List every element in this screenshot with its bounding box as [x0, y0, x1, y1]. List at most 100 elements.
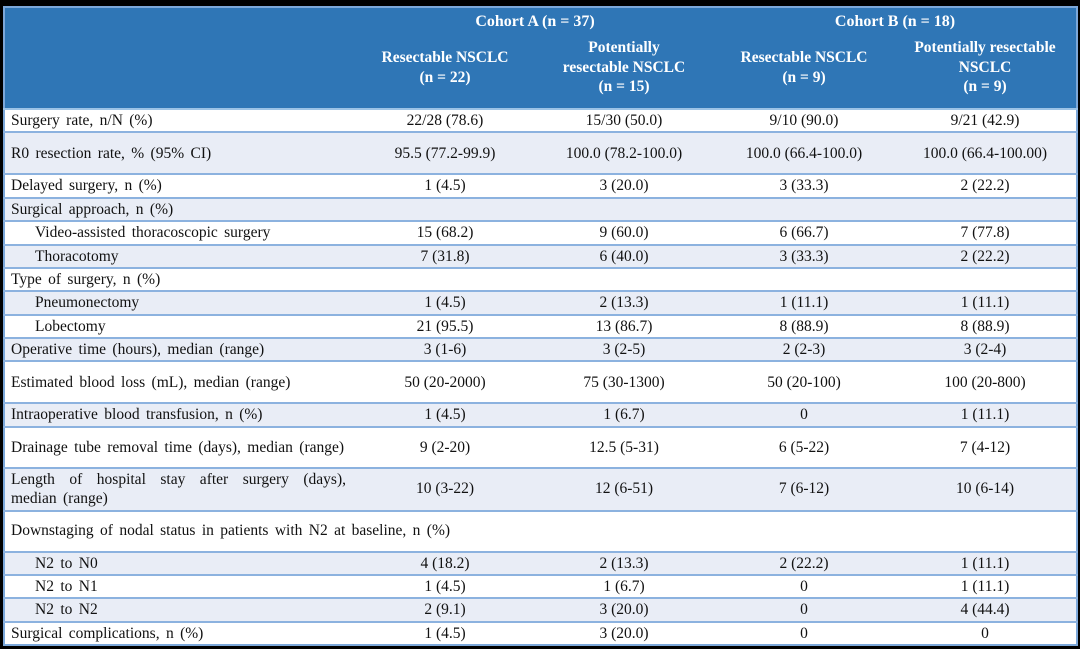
value-cell: 50 (20-100): [767, 373, 841, 391]
table-row: R0 resection rate, % (95% CI) 95.5 (77.2-…: [4, 132, 1078, 175]
value-cell: 3 (33.3): [779, 247, 829, 265]
table-row: N2 to N1 1 (4.5) 1 (6.7) 0 1 (11.1): [4, 575, 1078, 599]
value-cell: 2 (22.2): [960, 247, 1010, 265]
value-cell: 7 (6-12): [778, 480, 830, 498]
value-cell: 4 (44.4): [960, 601, 1010, 619]
value-cell: 2 (2-3): [782, 341, 826, 358]
row-label: Video-assisted thoracoscopic surgery: [35, 224, 271, 242]
cohort-b-header: Cohort B (n = 18): [714, 7, 1078, 33]
value-cell: 1 (6.7): [603, 406, 645, 424]
value-cell: 3 (20.0): [599, 624, 649, 642]
col-header-resectable-a: Resectable NSCLC (n = 22): [356, 33, 534, 110]
value-cell: 1 (4.5): [424, 577, 466, 595]
row-label: Intraoperative blood transfusion, n (%): [11, 406, 263, 424]
value-cell: 6 (5-22): [778, 438, 830, 456]
value-cell: 9 (60.0): [599, 224, 649, 242]
value-cell: 1 (11.1): [960, 554, 1010, 572]
cohort-a-header: Cohort A (n = 37): [356, 7, 714, 33]
table-row: Operative time (hours), median (range) 3 …: [4, 338, 1078, 362]
col-header-potentially-resectable-a: Potentially resectable NSCLC (n = 15): [534, 33, 714, 110]
value-cell: 6 (66.7): [779, 224, 829, 242]
value-cell: 2 (22.2): [779, 554, 829, 572]
row-label: Lobectomy: [35, 317, 106, 335]
table-row: Intraoperative blood transfusion, n (%) 1…: [4, 403, 1078, 427]
col-header-resectable-b: Resectable NSCLC (n = 9): [714, 33, 894, 110]
corner-cell: [4, 33, 356, 110]
col-header-potentially-resectable-b: Potentially resectable NSCLC (n = 9): [894, 33, 1078, 110]
value-cell: 50 (20-2000): [404, 373, 486, 391]
table-row: Length of hospital stay after surgery (d…: [4, 467, 1078, 511]
value-cell: 1 (11.1): [960, 577, 1010, 595]
value-cell: 7 (4-12): [959, 438, 1011, 456]
value-cell: 2 (13.3): [599, 294, 649, 312]
value-cell: 0: [800, 406, 808, 424]
value-cell: 1 (4.5): [424, 406, 466, 424]
table-row: N2 to N2 2 (9.1) 3 (20.0) 0 4 (44.4): [4, 598, 1078, 622]
row-label: Surgical complications, n (%): [11, 624, 204, 642]
row-label: Length of hospital stay after surgery (d…: [11, 470, 346, 508]
value-cell: 2 (9.1): [424, 601, 466, 619]
value-cell: 100 (20-800): [944, 373, 1026, 391]
value-cell: 12.5 (5-31): [589, 438, 659, 456]
value-cell: 10 (3-22): [415, 480, 475, 498]
value-cell: 13 (86.7): [595, 317, 653, 335]
row-label: Pneumonectomy: [35, 294, 140, 312]
value-cell: 8 (88.9): [960, 317, 1010, 335]
value-cell: 0: [800, 577, 808, 595]
table-row: Pneumonectomy 1 (4.5) 2 (13.3) 1 (11.1) 1 (1…: [4, 291, 1078, 315]
value-cell: 9/10 (90.0): [769, 112, 839, 129]
value-cell: 7 (31.8): [420, 247, 470, 265]
value-cell: 3 (20.0): [599, 177, 649, 195]
table-row: Delayed surgery, n (%) 1 (4.5) 3 (20.0) 3 (…: [4, 174, 1078, 198]
value-cell: 100.0 (78.2-100.0): [565, 144, 683, 162]
row-label: Downstaging of nodal status in patients …: [11, 522, 451, 540]
value-cell: 0: [981, 624, 989, 642]
value-cell: 3 (2-5): [602, 341, 646, 358]
table-row: N2 to N0 4 (18.2) 2 (13.3) 2 (22.2) 1 (11.1): [4, 551, 1078, 575]
value-cell: 100.0 (66.4-100.0): [745, 144, 863, 162]
value-cell: 9 (2-20): [419, 438, 471, 456]
value-cell: 15 (68.2): [416, 224, 474, 242]
value-cell: 1 (4.5): [424, 624, 466, 642]
table-row: Lobectomy 21 (95.5) 13 (86.7) 8 (88.9) 8 (88…: [4, 315, 1078, 338]
row-label: N2 to N1: [35, 577, 98, 595]
row-label: Operative time (hours), median (range): [11, 341, 265, 358]
value-cell: 1 (4.5): [424, 177, 466, 195]
section-row: Type of surgery, n (%): [4, 268, 1078, 292]
table-row: Drainage tube removal time (days), media…: [4, 427, 1078, 468]
value-cell: 15/30 (50.0): [585, 112, 663, 129]
row-label: Type of surgery, n (%): [11, 270, 161, 288]
table-header: Cohort A (n = 37) Cohort B (n = 18) Rese…: [4, 7, 1078, 110]
value-cell: 1 (6.7): [603, 577, 645, 595]
value-cell: 12 (6-51): [594, 480, 654, 498]
row-label: Delayed surgery, n (%): [11, 177, 162, 195]
section-row: Surgical approach, n (%): [4, 197, 1078, 222]
table-row: Thoracotomy 7 (31.8) 6 (40.0) 3 (33.3) 2 (22…: [4, 244, 1078, 268]
value-cell: 8 (88.9): [779, 317, 829, 335]
row-label: N2 to N0: [35, 554, 98, 572]
row-label: R0 resection rate, % (95% CI): [11, 144, 212, 162]
value-cell: 95.5 (77.2-99.9): [394, 144, 496, 162]
value-cell: 0: [800, 601, 808, 619]
value-cell: 9/21 (42.9): [950, 112, 1020, 129]
section-row: Downstaging of nodal status in patients …: [4, 511, 1078, 552]
value-cell: 1 (11.1): [779, 294, 829, 312]
value-cell: 1 (4.5): [424, 294, 466, 312]
value-cell: 2 (13.3): [599, 554, 649, 572]
row-label: Drainage tube removal time (days), media…: [11, 438, 345, 456]
row-label: Estimated blood loss (mL), median (range…: [11, 373, 291, 391]
value-cell: 10 (6-14): [955, 480, 1015, 498]
value-cell: 3 (33.3): [779, 177, 829, 195]
value-cell: 2 (22.2): [960, 177, 1010, 195]
value-cell: 1 (11.1): [960, 406, 1010, 424]
row-label: Surgical approach, n (%): [11, 200, 174, 218]
corner-cell: [4, 7, 356, 33]
row-label: Thoracotomy: [35, 247, 119, 265]
value-cell: 7 (77.8): [960, 224, 1010, 242]
value-cell: 21 (95.5): [416, 317, 474, 335]
surgical-outcomes-table: Cohort A (n = 37) Cohort B (n = 18) Rese…: [3, 6, 1079, 646]
table-row: Video-assisted thoracoscopic surgery 15 (…: [4, 221, 1078, 245]
row-label: N2 to N2: [35, 601, 98, 619]
row-label: Surgery rate, n/N (%): [11, 112, 153, 129]
value-cell: 3 (2-4): [963, 341, 1007, 358]
